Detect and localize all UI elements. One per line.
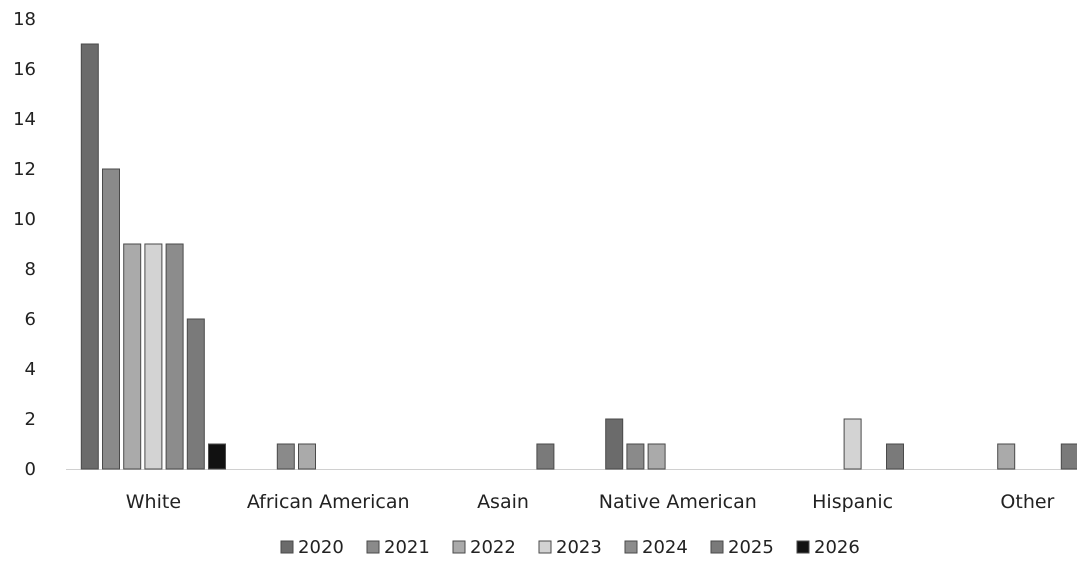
legend-item-2024: 2024 [624, 537, 688, 558]
bar-hispanic-2023 [843, 418, 862, 470]
legend-swatch [366, 540, 380, 554]
bar-native-american-2022 [647, 443, 666, 470]
bars [80, 43, 1077, 470]
legend-item-2021: 2021 [366, 537, 430, 558]
y-tick-label: 18 [13, 9, 36, 30]
legend-label: 2026 [814, 537, 860, 558]
bar-white-2022 [123, 243, 142, 470]
legend-item-2026: 2026 [796, 537, 860, 558]
bar-white-2025 [186, 318, 205, 470]
legend-label: 2025 [728, 537, 774, 558]
legend-item-2020: 2020 [280, 537, 344, 558]
y-tick-label: 10 [13, 209, 36, 230]
bar-white-2021 [102, 168, 120, 470]
legend-swatch [624, 540, 638, 554]
bar-other-2022 [997, 443, 1016, 470]
y-tick-label: 16 [13, 59, 36, 80]
bar-african-american-2021 [276, 443, 295, 470]
bar-white-2026 [208, 443, 226, 470]
legend-label: 2022 [470, 537, 516, 558]
bar-white-2020 [80, 43, 99, 470]
bar-native-american-2021 [626, 443, 645, 470]
legend-label: 2021 [384, 537, 430, 558]
legend-swatch [452, 540, 466, 554]
legend-swatch [796, 540, 810, 554]
bar-asain-2025 [536, 443, 555, 470]
y-tick-label: 12 [13, 159, 36, 180]
x-category-label: Asain [477, 491, 529, 513]
y-axis-tick-labels: 0 2 4 6 8 10 12 14 16 18 [13, 9, 36, 480]
bar-native-american-2020 [605, 418, 624, 470]
x-category-label: Hispanic [812, 491, 893, 513]
x-category-label: White [126, 491, 181, 513]
y-tick-label: 0 [25, 459, 36, 480]
x-axis-category-labels: White African American Asain Native America… [126, 491, 1055, 513]
legend-label: 2020 [298, 537, 344, 558]
legend: 2020 2021 2022 2023 2024 2025 2026 [280, 537, 860, 558]
legend-item-2025: 2025 [710, 537, 774, 558]
bar-hispanic-2025 [886, 443, 904, 470]
y-tick-label: 14 [13, 109, 36, 130]
y-tick-label: 8 [25, 259, 36, 280]
legend-swatch [710, 540, 724, 554]
legend-item-2023: 2023 [538, 537, 602, 558]
bar-african-american-2022 [298, 443, 316, 470]
x-category-label: Other [1000, 491, 1054, 513]
y-tick-label: 6 [25, 309, 36, 330]
bar-white-2023 [144, 243, 163, 470]
x-category-label: Native American [599, 491, 757, 513]
x-category-label: African American [247, 491, 410, 513]
bar-white-2024 [165, 243, 184, 470]
legend-label: 2024 [642, 537, 688, 558]
legend-item-2022: 2022 [452, 537, 516, 558]
legend-label: 2023 [556, 537, 602, 558]
bar-other-2025 [1060, 443, 1077, 470]
y-tick-label: 4 [25, 359, 36, 380]
y-tick-label: 2 [25, 409, 36, 430]
legend-swatch [280, 540, 294, 554]
legend-swatch [538, 540, 552, 554]
